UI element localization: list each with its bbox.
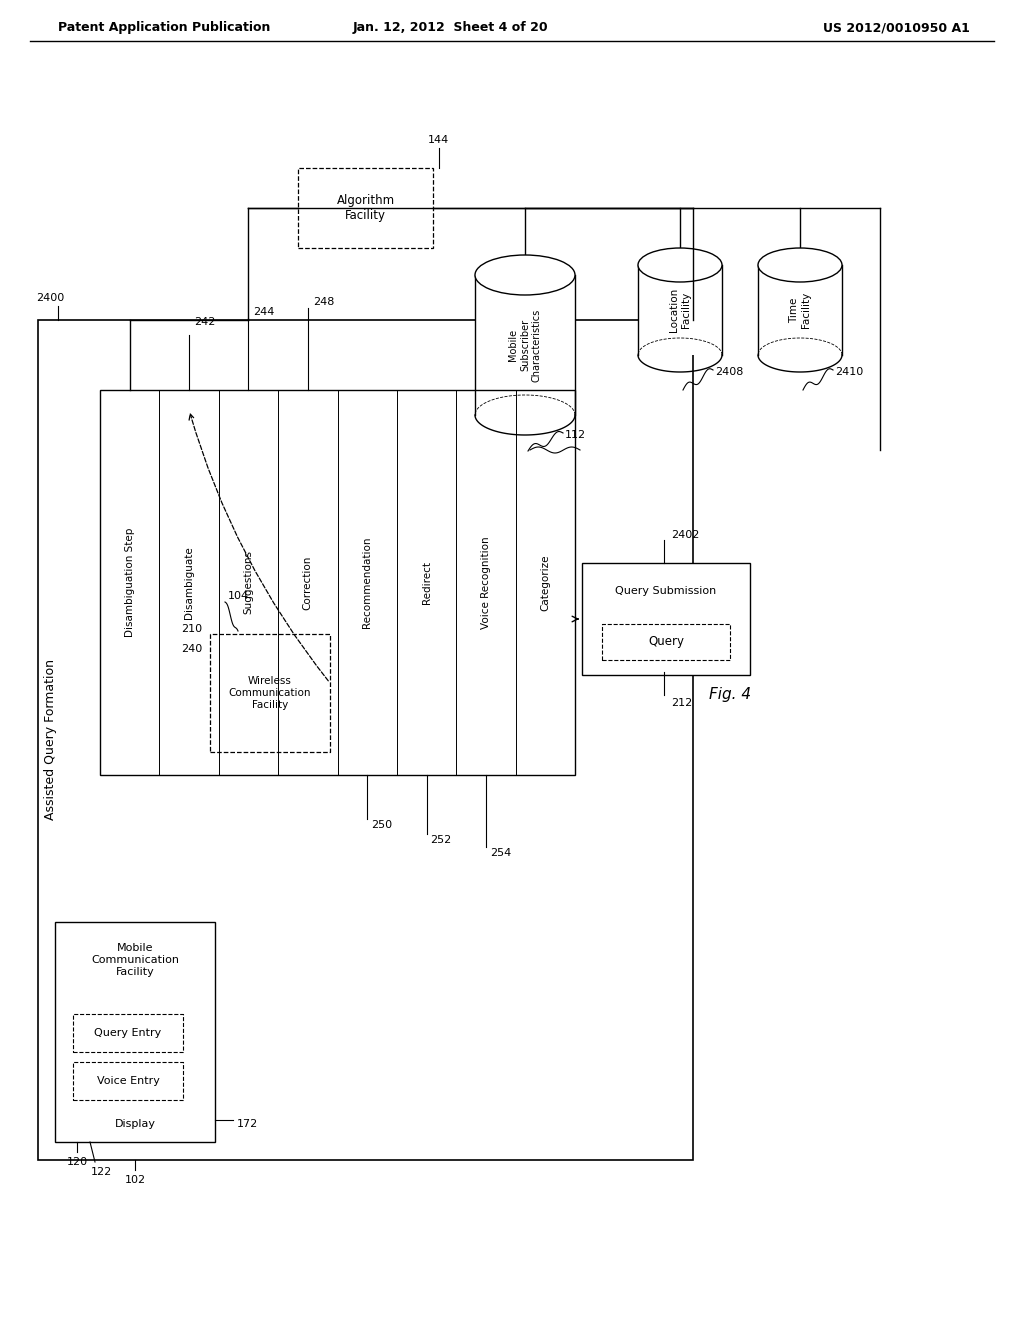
Text: Mobile
Communication
Facility: Mobile Communication Facility: [91, 944, 179, 977]
Text: Disambiguation Step: Disambiguation Step: [125, 528, 135, 638]
Text: 244: 244: [253, 308, 274, 317]
Text: 172: 172: [237, 1119, 258, 1129]
Text: 104: 104: [228, 591, 249, 601]
Text: Patent Application Publication: Patent Application Publication: [58, 21, 270, 34]
Bar: [73, 1014, 183, 1052]
Text: Voice Entry: Voice Entry: [96, 1076, 160, 1086]
Bar: [638, 265, 722, 355]
Bar: [298, 168, 433, 248]
Text: 2408: 2408: [715, 367, 743, 378]
Text: 242: 242: [195, 317, 215, 327]
Text: Categorize: Categorize: [541, 554, 550, 611]
Text: 120: 120: [67, 1158, 88, 1167]
Text: Location
Facility: Location Facility: [670, 288, 691, 333]
Text: US 2012/0010950 A1: US 2012/0010950 A1: [823, 21, 970, 34]
Text: 2400: 2400: [36, 293, 65, 304]
Text: Suggestions: Suggestions: [244, 550, 253, 615]
Text: 254: 254: [489, 847, 511, 858]
Text: 212: 212: [671, 698, 692, 708]
Bar: [602, 624, 730, 660]
Text: Time
Facility: Time Facility: [790, 292, 811, 329]
Text: 248: 248: [312, 297, 334, 308]
Bar: [100, 389, 575, 775]
Text: Correction: Correction: [303, 556, 312, 610]
Text: Disambiguate: Disambiguate: [184, 546, 195, 619]
Text: Redirect: Redirect: [422, 561, 431, 605]
Ellipse shape: [758, 248, 842, 282]
Text: Wireless
Communication
Facility: Wireless Communication Facility: [228, 676, 311, 710]
Text: 144: 144: [428, 135, 450, 145]
Text: 122: 122: [90, 1167, 112, 1177]
Bar: [210, 634, 330, 752]
Text: Algorithm
Facility: Algorithm Facility: [337, 194, 394, 222]
Text: 240: 240: [181, 644, 202, 653]
Text: 2410: 2410: [835, 367, 863, 378]
Ellipse shape: [475, 255, 575, 294]
Bar: [475, 275, 575, 414]
Text: 210: 210: [181, 624, 202, 634]
Bar: [582, 564, 750, 675]
Text: 112: 112: [565, 430, 586, 440]
Bar: [38, 319, 693, 1160]
Text: 250: 250: [371, 820, 392, 830]
Text: Voice Recognition: Voice Recognition: [481, 536, 490, 628]
Text: Query Submission: Query Submission: [615, 586, 717, 597]
Ellipse shape: [638, 248, 722, 282]
Text: 252: 252: [430, 836, 452, 845]
Text: 2402: 2402: [671, 531, 699, 540]
Text: Display: Display: [115, 1119, 156, 1129]
Text: Query Entry: Query Entry: [94, 1028, 162, 1038]
Text: Jan. 12, 2012  Sheet 4 of 20: Jan. 12, 2012 Sheet 4 of 20: [352, 21, 548, 34]
Bar: [758, 265, 842, 355]
Bar: [73, 1063, 183, 1100]
Text: Fig. 4: Fig. 4: [709, 688, 751, 702]
Text: 102: 102: [125, 1175, 145, 1185]
Text: Assisted Query Formation: Assisted Query Formation: [44, 660, 57, 821]
Bar: [55, 921, 215, 1142]
Text: Query: Query: [648, 635, 684, 648]
Text: Recommendation: Recommendation: [362, 537, 372, 628]
Text: Mobile
Subscriber
Characteristics: Mobile Subscriber Characteristics: [508, 309, 542, 381]
